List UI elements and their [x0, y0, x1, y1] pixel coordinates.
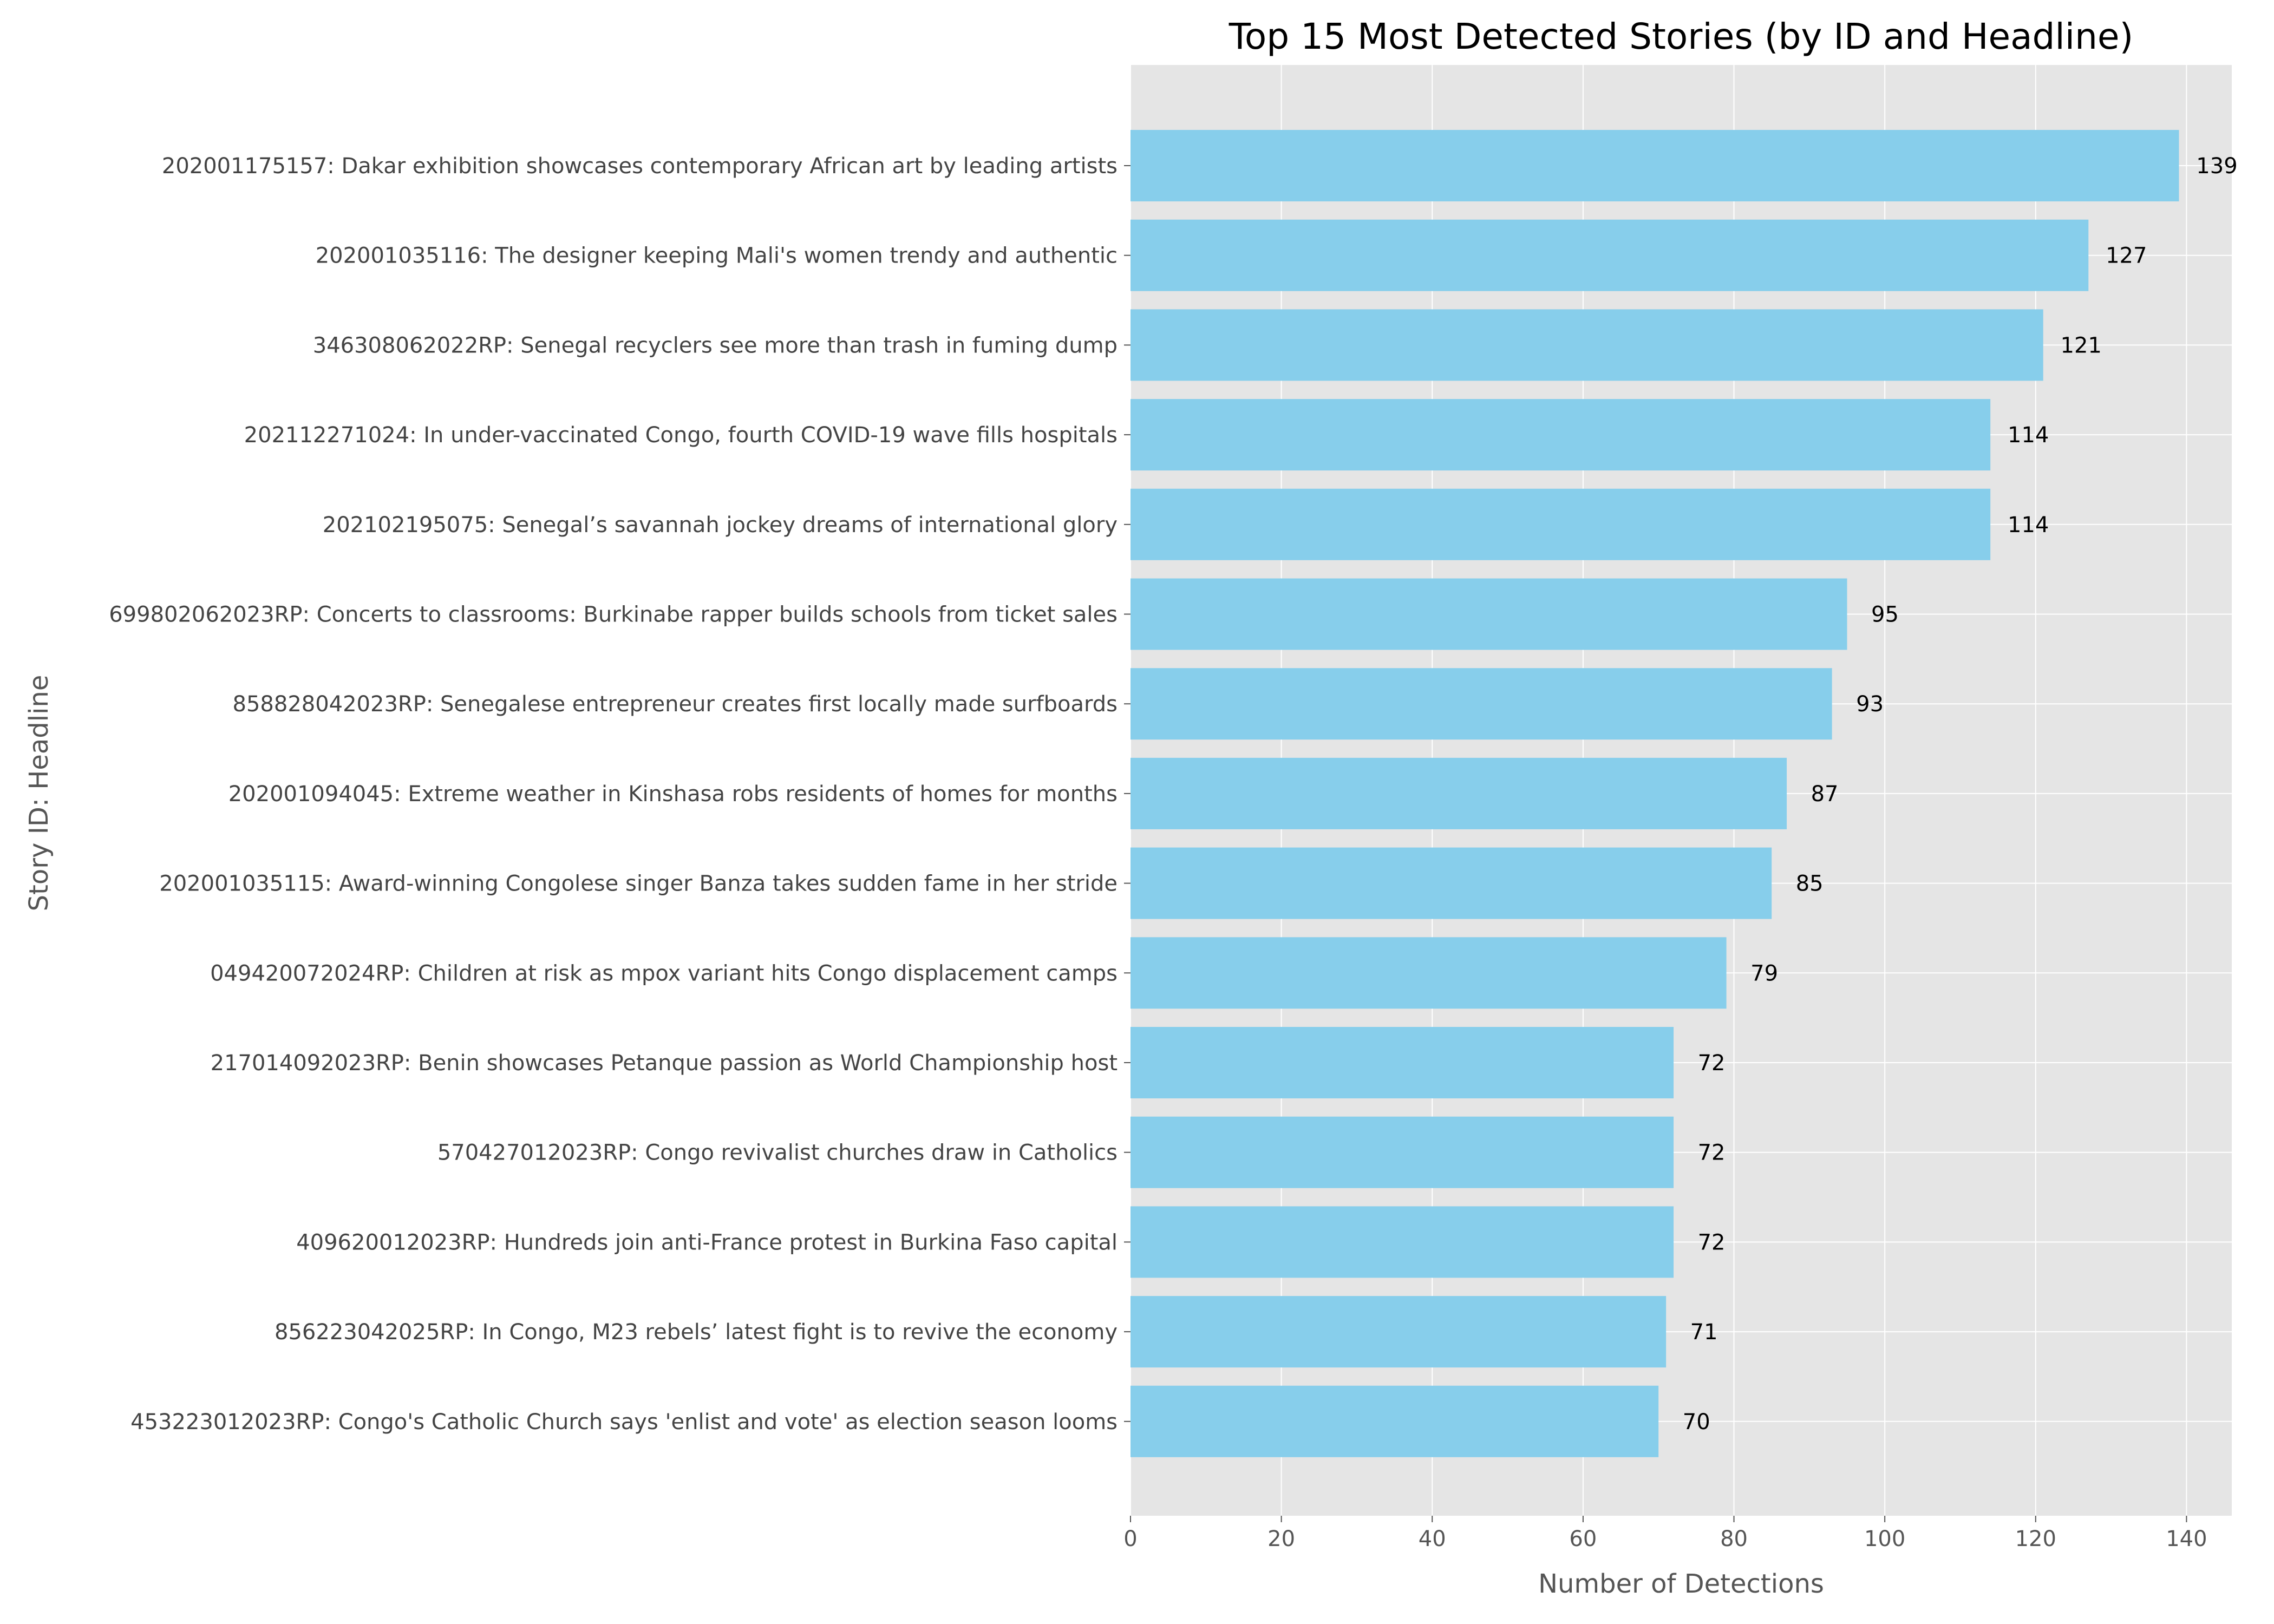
bar — [1131, 399, 1991, 471]
category-label: 409620012023RP: Hundreds join anti-Franc… — [296, 1230, 1118, 1255]
bar — [1131, 757, 1787, 829]
bar — [1131, 219, 2089, 291]
bar-value-label: 114 — [2008, 513, 2049, 538]
bar-value-label: 85 — [1796, 872, 1824, 896]
x-tick-label: 0 — [1123, 1527, 1137, 1551]
bar-value-label: 127 — [2106, 244, 2147, 269]
y-axis-label: Story ID: Headline — [24, 675, 54, 912]
bar — [1131, 578, 1847, 650]
bars — [1131, 130, 2179, 1457]
bar-value-label: 93 — [1856, 692, 1884, 717]
category-label: 346308062022RP: Senegal recyclers see mo… — [313, 333, 1118, 358]
bar-value-label: 139 — [2196, 154, 2237, 179]
bar — [1131, 847, 1772, 919]
bar-value-label: 72 — [1698, 1051, 1726, 1076]
category-label: 202001175157: Dakar exhibition showcases… — [162, 154, 1118, 179]
bar-value-label: 70 — [1683, 1410, 1710, 1435]
category-label: 202001035115: Award-winning Congolese si… — [159, 872, 1118, 896]
category-label: 049420072024RP: Children at risk as mpox… — [210, 961, 1118, 986]
category-label: 217014092023RP: Benin showcases Petanque… — [211, 1051, 1118, 1076]
category-label: 570427012023RP: Congo revivalist churche… — [437, 1141, 1118, 1165]
category-label: 202102195075: Senegal’s savannah jockey … — [323, 513, 1118, 538]
x-ticks: 0 20 40 60 80 100 120 140 — [1123, 1516, 2207, 1551]
x-tick-label: 140 — [2166, 1527, 2207, 1551]
category-label: 202112271024: In under-vaccinated Congo,… — [244, 423, 1118, 448]
bar — [1131, 1385, 1659, 1457]
x-tick-label: 80 — [1720, 1527, 1748, 1551]
bar — [1131, 1206, 1674, 1278]
bar — [1131, 488, 1991, 560]
bar-value-label: 95 — [1871, 603, 1899, 627]
bar — [1131, 668, 1832, 740]
bar-value-label: 87 — [1811, 782, 1839, 807]
category-label: 856223042025RP: In Congo, M23 rebels’ la… — [275, 1320, 1118, 1345]
bar-value-label: 72 — [1698, 1141, 1726, 1165]
bar-value-label: 121 — [2061, 333, 2102, 358]
bar — [1131, 1116, 1674, 1188]
category-labels: 202001175157: Dakar exhibition showcases… — [109, 154, 1131, 1435]
category-label: 699802062023RP: Concerts to classrooms: … — [109, 603, 1118, 627]
bar — [1131, 1296, 1667, 1368]
bar-value-label: 72 — [1698, 1230, 1726, 1255]
category-label: 858828042023RP: Senegalese entrepreneur … — [233, 692, 1118, 717]
category-label: 453223012023RP: Congo's Catholic Church … — [130, 1410, 1118, 1435]
category-label: 202001035116: The designer keeping Mali'… — [316, 244, 1118, 269]
x-axis-label: Number of Detections — [1538, 1569, 1824, 1599]
value-labels: 139 127 121 114 114 95 93 87 85 79 72 72 72 71 70 — [1683, 154, 2238, 1435]
bar — [1131, 309, 2043, 381]
bar-value-label: 79 — [1750, 961, 1778, 986]
bar-value-label: 114 — [2008, 423, 2049, 448]
x-tick-label: 60 — [1569, 1527, 1597, 1551]
chart-title: Top 15 Most Detected Stories (by ID and … — [1229, 16, 2134, 57]
bar — [1131, 130, 2179, 201]
category-label: 202001094045: Extreme weather in Kinshas… — [228, 782, 1118, 807]
x-tick-label: 40 — [1419, 1527, 1446, 1551]
bar — [1131, 937, 1727, 1009]
x-tick-label: 20 — [1267, 1527, 1295, 1551]
bar-value-label: 71 — [1690, 1320, 1718, 1345]
x-tick-label: 120 — [2015, 1527, 2056, 1551]
bar — [1131, 1027, 1674, 1098]
x-tick-label: 100 — [1864, 1527, 1905, 1551]
